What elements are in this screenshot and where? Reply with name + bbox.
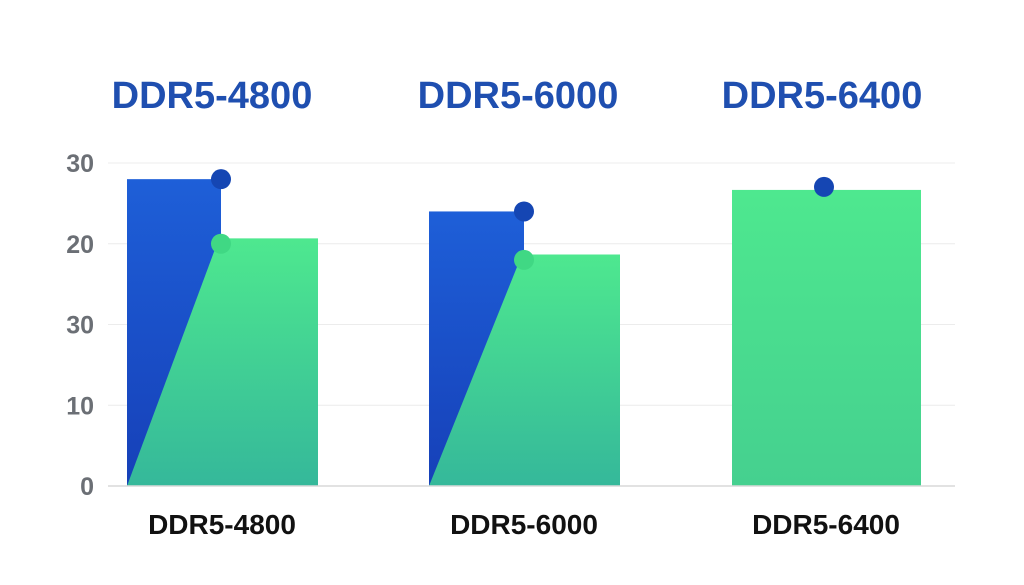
marker-series-b (211, 233, 231, 254)
bar-series-b (732, 189, 921, 486)
y-tick-label: 0 (80, 473, 94, 501)
bar-series-b (127, 238, 318, 486)
marker-series-b (814, 176, 834, 197)
y-tick-label: 20 (66, 231, 94, 259)
marker-series-a (211, 169, 231, 190)
y-axis-ticks: 0 10 30 20 30 (66, 150, 94, 501)
category-label-2: DDR5-6000 (450, 509, 598, 540)
panel-titles: DDR5-4800 DDR5-6000 DDR5-6400 (112, 75, 923, 117)
marker-series-a (514, 201, 534, 222)
panel-title-1: DDR5-4800 (112, 75, 313, 117)
markers (211, 169, 834, 270)
panel-title-2: DDR5-6000 (418, 75, 619, 117)
y-tick-label: 10 (66, 392, 94, 420)
marker-series-b (514, 249, 534, 270)
category-label-3: DDR5-6400 (752, 509, 900, 540)
y-tick-label: 30 (66, 150, 94, 178)
bars (127, 179, 921, 486)
category-labels: DDR5-4800 DDR5-6000 DDR5-6400 (148, 509, 900, 540)
bar-series-b (429, 254, 620, 486)
panel-title-3: DDR5-6400 (722, 75, 923, 117)
category-label-1: DDR5-4800 (148, 509, 296, 540)
y-tick-label: 30 (66, 312, 94, 340)
